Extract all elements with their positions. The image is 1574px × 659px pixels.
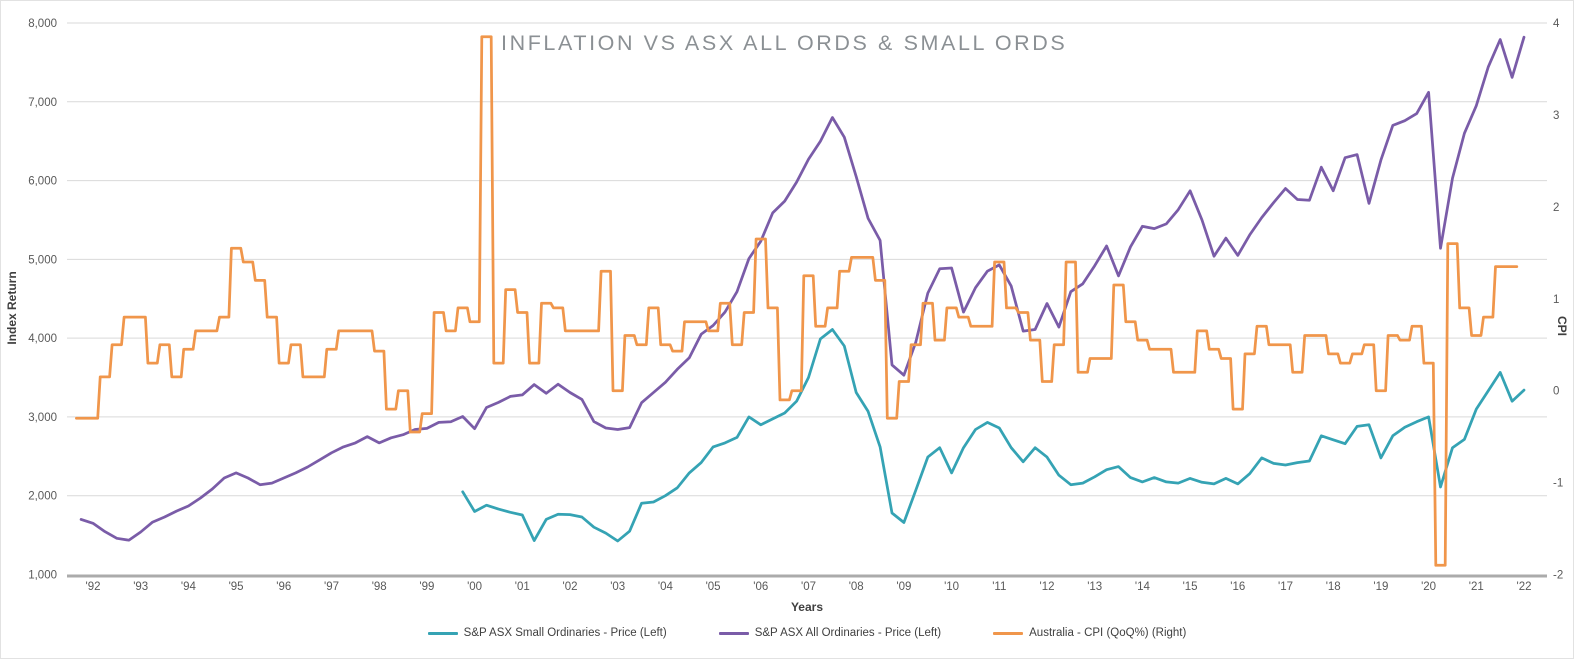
x-axis-tick-label: '15 <box>1183 581 1198 593</box>
series-line-all-ords <box>79 35 1526 542</box>
x-axis-tick-label: '97 <box>324 581 339 593</box>
x-axis-tick-label: '93 <box>133 581 148 593</box>
x-axis-tick-label: '20 <box>1421 581 1436 593</box>
x-axis-tick-label: '16 <box>1230 581 1245 593</box>
x-axis-tick-label: '00 <box>467 581 482 593</box>
right-axis-tick-label: 3 <box>1553 110 1559 122</box>
right-axis-tick-label: 4 <box>1553 18 1560 30</box>
legend-swatch-cpi <box>993 631 1024 635</box>
x-axis-tick-label: '17 <box>1278 581 1293 593</box>
x-axis-tick-label: '07 <box>801 581 816 593</box>
x-axis-tick-label: '94 <box>181 581 197 593</box>
x-axis-tick-label: '03 <box>610 581 625 593</box>
series-line-australia-cpi <box>75 35 1519 567</box>
legend-item-small-ords[interactable]: S&P ASX Small Ordinaries - Price (Left) <box>427 627 667 639</box>
x-axis-tick-label: '95 <box>229 581 244 593</box>
legend-label-cpi: Australia - CPI (QoQ%) (Right) <box>1029 627 1187 639</box>
legend-swatch-small-ords <box>427 631 458 635</box>
x-axis-tick-label: '11 <box>992 581 1006 593</box>
chart-title: INFLATION VS ASX ALL ORDS & SMALL ORDS <box>501 31 1068 55</box>
right-axis-tick-label: -2 <box>1553 570 1563 582</box>
x-axis-tick-label: '18 <box>1326 581 1341 593</box>
legend-swatch-all-ords <box>718 631 749 635</box>
series-line-small-ords <box>461 328 1526 543</box>
x-axis-tick-label: '02 <box>563 581 578 593</box>
legend-label-small-ords: S&P ASX Small Ordinaries - Price (Left) <box>463 627 667 639</box>
left-axis-tick-label: 8,000 <box>28 18 57 30</box>
left-axis-tick-label: 5,000 <box>28 254 57 266</box>
left-axis-tick-label: 3,000 <box>28 412 57 424</box>
x-axis-tick-label: '05 <box>706 581 721 593</box>
left-axis-tick-label: 4,000 <box>28 333 57 345</box>
x-axis-tick-label: '08 <box>849 581 864 593</box>
right-axis-tick-label: 2 <box>1553 202 1559 214</box>
right-axis-tick-label: 1 <box>1553 294 1559 306</box>
x-axis-tick-label: '09 <box>896 581 911 593</box>
left-axis-title: Index Return <box>5 271 19 345</box>
x-axis-tick-label: '04 <box>658 581 674 593</box>
x-axis-tick-label: '10 <box>944 581 959 593</box>
legend: S&P ASX Small Ordinaries - Price (Left) … <box>67 627 1547 639</box>
x-axis-tick-label: '92 <box>86 581 101 593</box>
left-axis-tick-label: 1,000 <box>28 570 57 582</box>
legend-item-cpi[interactable]: Australia - CPI (QoQ%) (Right) <box>993 627 1186 639</box>
x-axis-tick-label: '21 <box>1469 581 1484 593</box>
right-axis-title: CPI <box>1555 315 1569 336</box>
legend-item-all-ords[interactable]: S&P ASX All Ordinaries - Price (Left) <box>718 627 942 639</box>
x-axis-tick-label: '19 <box>1373 581 1388 593</box>
x-axis-tick-label: '13 <box>1087 581 1102 593</box>
left-axis-tick-label: 2,000 <box>28 491 57 503</box>
left-axis-tick-label: 6,000 <box>28 176 57 188</box>
x-axis-tick-label: '12 <box>1040 581 1055 593</box>
left-axis-tick-label: 7,000 <box>28 97 57 109</box>
right-axis-tick-label: -1 <box>1553 478 1563 490</box>
x-axis-tick-label: '98 <box>372 581 387 593</box>
x-axis-title: Years <box>790 600 824 614</box>
x-axis-tick-label: '99 <box>419 581 434 593</box>
x-axis-tick-label: '14 <box>1135 581 1151 593</box>
x-axis-tick-label: '96 <box>276 581 291 593</box>
x-axis-tick-label: '22 <box>1517 581 1532 593</box>
x-axis-tick-label: '01 <box>515 581 530 593</box>
legend-label-all-ords: S&P ASX All Ordinaries - Price (Left) <box>754 627 942 639</box>
right-axis-tick-label: 0 <box>1553 386 1559 398</box>
x-axis-tick-label: '06 <box>753 581 768 593</box>
